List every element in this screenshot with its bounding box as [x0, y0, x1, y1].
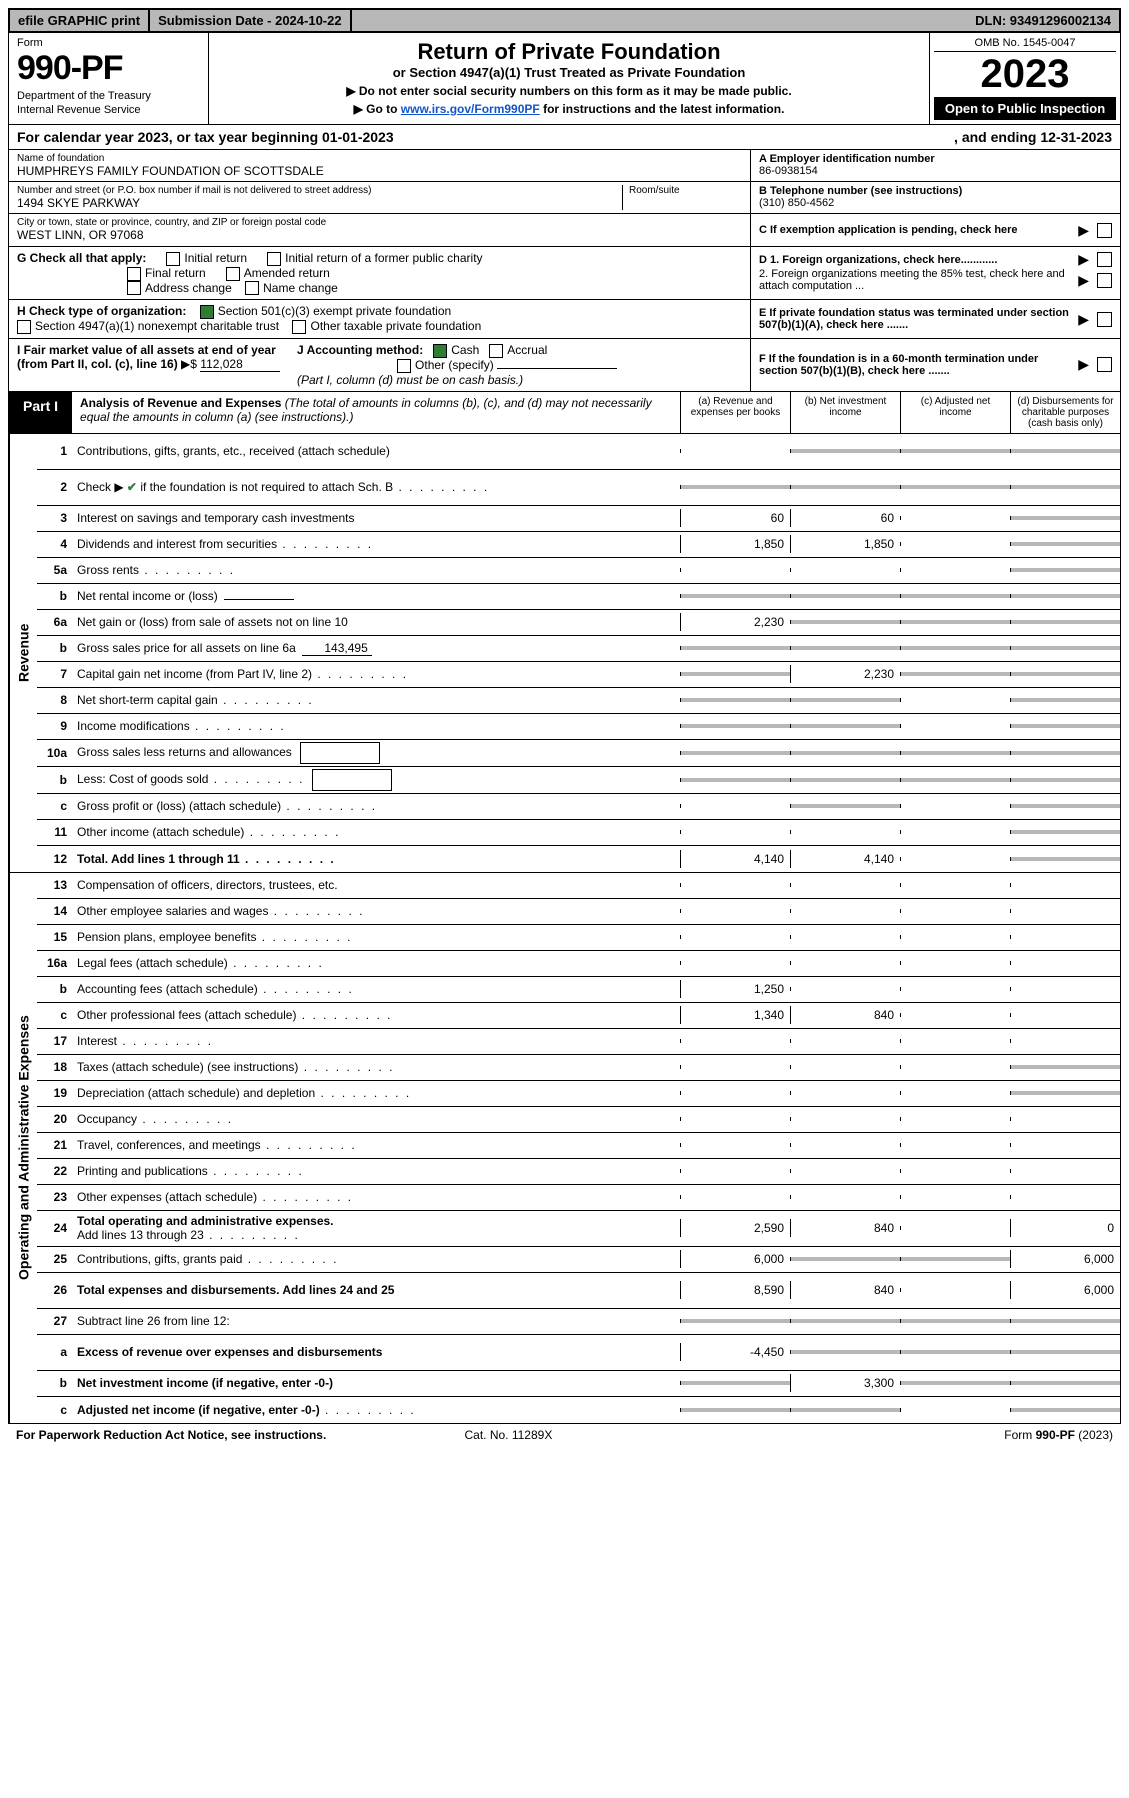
j-other-check[interactable]	[397, 359, 411, 373]
expenses-label: Operating and Administrative Expenses	[9, 873, 37, 1423]
calendar-year-row: For calendar year 2023, or tax year begi…	[8, 125, 1121, 150]
form-label: Form	[17, 37, 200, 49]
top-bar: efile GRAPHIC print Submission Date - 20…	[8, 8, 1121, 33]
g-final-check[interactable]	[127, 267, 141, 281]
efile-label[interactable]: efile GRAPHIC print	[10, 10, 150, 31]
foundation-name: HUMPHREYS FAMILY FOUNDATION OF SCOTTSDAL…	[17, 164, 742, 178]
j-label: J Accounting method:	[297, 343, 423, 357]
f-check[interactable]	[1097, 357, 1112, 372]
instr-2: ▶ Go to www.irs.gov/Form990PF for instru…	[221, 102, 917, 116]
pra-notice: For Paperwork Reduction Act Notice, see …	[16, 1428, 465, 1442]
submission-date: Submission Date - 2024-10-22	[150, 10, 352, 31]
c-label: C If exemption application is pending, c…	[759, 224, 1078, 236]
name-label: Name of foundation	[17, 153, 742, 164]
tax-year: 2023	[934, 52, 1116, 97]
h-other-check[interactable]	[292, 320, 306, 334]
row-h: H Check type of organization: Section 50…	[8, 300, 1121, 339]
g-amended-check[interactable]	[226, 267, 240, 281]
form-header: Form 990-PF Department of the Treasury I…	[8, 33, 1121, 125]
h-501-check[interactable]	[200, 305, 214, 319]
d1-check[interactable]	[1097, 252, 1112, 267]
phone: (310) 850-4562	[759, 197, 1112, 209]
addr: 1494 SKYE PARKWAY	[17, 196, 622, 210]
open-inspection: Open to Public Inspection	[934, 97, 1116, 120]
j-note: (Part I, column (d) must be on cash basi…	[297, 373, 523, 387]
ein: 86-0938154	[759, 165, 1112, 177]
part1-tab: Part I	[9, 392, 72, 433]
e-check[interactable]	[1097, 312, 1112, 327]
j-cash-check[interactable]	[433, 344, 447, 358]
dept: Department of the Treasury	[17, 90, 200, 102]
a-label: A Employer identification number	[759, 153, 1112, 165]
form-subtitle: or Section 4947(a)(1) Trust Treated as P…	[221, 65, 917, 80]
addr-label: Number and street (or P.O. box number if…	[17, 185, 622, 196]
part1-header: Part I Analysis of Revenue and Expenses …	[8, 392, 1121, 434]
cal-end: , and ending 12-31-2023	[954, 129, 1112, 145]
g-label: G Check all that apply:	[17, 251, 146, 265]
col-d: (d) Disbursements for charitable purpose…	[1010, 392, 1120, 433]
check-icon: ✔	[127, 480, 137, 494]
city: WEST LINN, OR 97068	[17, 228, 742, 242]
form-link[interactable]: www.irs.gov/Form990PF	[401, 102, 540, 116]
g-former-check[interactable]	[267, 252, 281, 266]
cal-begin: For calendar year 2023, or tax year begi…	[17, 129, 954, 145]
c-checkbox[interactable]	[1097, 223, 1112, 238]
instr-1: ▶ Do not enter social security numbers o…	[221, 84, 917, 98]
g-addr-check[interactable]	[127, 281, 141, 295]
col-c: (c) Adjusted net income	[900, 392, 1010, 433]
h-label: H Check type of organization:	[17, 304, 186, 318]
dln: DLN: 93491296002134	[352, 10, 1119, 31]
b-label: B Telephone number (see instructions)	[759, 185, 1112, 197]
d2-check[interactable]	[1097, 273, 1112, 288]
cat-no: Cat. No. 11289X	[465, 1428, 914, 1442]
row-g: G Check all that apply: Initial return I…	[8, 247, 1121, 300]
room-label: Room/suite	[629, 185, 742, 196]
revenue-label: Revenue	[9, 434, 37, 872]
form-ref: Form 990-PF (2023)	[913, 1428, 1113, 1442]
h-4947-check[interactable]	[17, 320, 31, 334]
col-a: (a) Revenue and expenses per books	[680, 392, 790, 433]
entity-block: Name of foundation HUMPHREYS FAMILY FOUN…	[8, 150, 1121, 247]
form-title: Return of Private Foundation	[221, 39, 917, 65]
col-b: (b) Net investment income	[790, 392, 900, 433]
row-ij: I Fair market value of all assets at end…	[8, 339, 1121, 392]
footer: For Paperwork Reduction Act Notice, see …	[8, 1424, 1121, 1446]
part1-title: Analysis of Revenue and Expenses	[80, 396, 281, 410]
g-name-check[interactable]	[245, 281, 259, 295]
form-number: 990-PF	[17, 49, 200, 88]
city-label: City or town, state or province, country…	[17, 217, 742, 228]
j-accrual-check[interactable]	[489, 344, 503, 358]
i-value: 112,028	[200, 357, 280, 372]
revenue-table: Revenue 1Contributions, gifts, grants, e…	[8, 434, 1121, 873]
expenses-table: Operating and Administrative Expenses 13…	[8, 873, 1121, 1424]
g-initial-check[interactable]	[166, 252, 180, 266]
arrow-icon: ▶	[1078, 222, 1089, 239]
omb: OMB No. 1545-0047	[934, 37, 1116, 52]
irs: Internal Revenue Service	[17, 104, 200, 116]
